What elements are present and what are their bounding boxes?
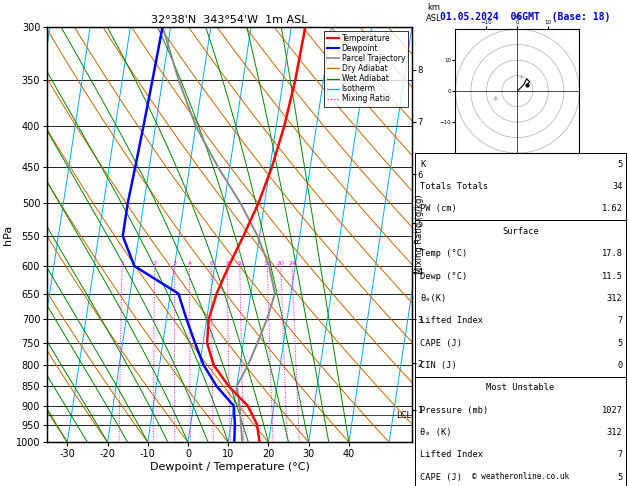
Text: CAPE (J): CAPE (J) — [420, 339, 462, 347]
Text: θₑ (K): θₑ (K) — [420, 428, 452, 437]
Text: PW (cm): PW (cm) — [420, 205, 457, 213]
Y-axis label: hPa: hPa — [3, 225, 13, 244]
Text: Temp (°C): Temp (°C) — [420, 249, 467, 258]
Text: 34: 34 — [612, 182, 623, 191]
Text: 3: 3 — [173, 261, 177, 266]
Text: 312: 312 — [607, 294, 623, 303]
Text: 5: 5 — [618, 160, 623, 169]
Text: 8: 8 — [225, 261, 229, 266]
Text: 24: 24 — [288, 261, 296, 266]
Text: 0: 0 — [618, 361, 623, 370]
Text: 20: 20 — [277, 261, 285, 266]
Text: 5: 5 — [618, 339, 623, 347]
Text: Totals Totals: Totals Totals — [420, 182, 489, 191]
Text: 7: 7 — [618, 316, 623, 325]
Text: 2: 2 — [153, 261, 157, 266]
Text: Lifted Index: Lifted Index — [420, 316, 483, 325]
Title: 32°38'N  343°54'W  1m ASL: 32°38'N 343°54'W 1m ASL — [152, 15, 308, 25]
Text: 16: 16 — [264, 261, 271, 266]
Text: 1: 1 — [120, 261, 124, 266]
Text: CAPE (J): CAPE (J) — [420, 473, 462, 482]
Text: 4: 4 — [187, 261, 192, 266]
X-axis label: kt: kt — [514, 14, 521, 19]
Text: Pressure (mb): Pressure (mb) — [420, 406, 489, 415]
Text: 6: 6 — [209, 261, 213, 266]
Text: 1.62: 1.62 — [602, 205, 623, 213]
Y-axis label: km
ASL: km ASL — [426, 3, 442, 22]
Text: *: * — [518, 75, 523, 84]
Text: 312: 312 — [607, 428, 623, 437]
Text: θₑ(K): θₑ(K) — [420, 294, 447, 303]
Text: CIN (J): CIN (J) — [420, 361, 457, 370]
Text: 01.05.2024  06GMT  (Base: 18): 01.05.2024 06GMT (Base: 18) — [440, 12, 610, 22]
Text: 11.5: 11.5 — [602, 272, 623, 280]
Text: Surface: Surface — [502, 227, 539, 236]
Text: Mixing Ratio (g/kg): Mixing Ratio (g/kg) — [415, 195, 424, 274]
Text: K: K — [420, 160, 425, 169]
Text: © weatheronline.co.uk: © weatheronline.co.uk — [472, 472, 569, 481]
Text: 17.8: 17.8 — [602, 249, 623, 258]
Legend: Temperature, Dewpoint, Parcel Trajectory, Dry Adiabat, Wet Adiabat, Isotherm, Mi: Temperature, Dewpoint, Parcel Trajectory… — [324, 31, 408, 106]
Text: *: * — [493, 96, 498, 105]
Text: 10: 10 — [236, 261, 243, 266]
Text: 1027: 1027 — [602, 406, 623, 415]
X-axis label: Dewpoint / Temperature (°C): Dewpoint / Temperature (°C) — [150, 462, 309, 472]
Text: Most Unstable: Most Unstable — [486, 383, 555, 392]
Text: LCL: LCL — [396, 411, 411, 420]
Text: 5: 5 — [618, 473, 623, 482]
Text: 7: 7 — [618, 451, 623, 459]
Text: Lifted Index: Lifted Index — [420, 451, 483, 459]
Text: Dewp (°C): Dewp (°C) — [420, 272, 467, 280]
